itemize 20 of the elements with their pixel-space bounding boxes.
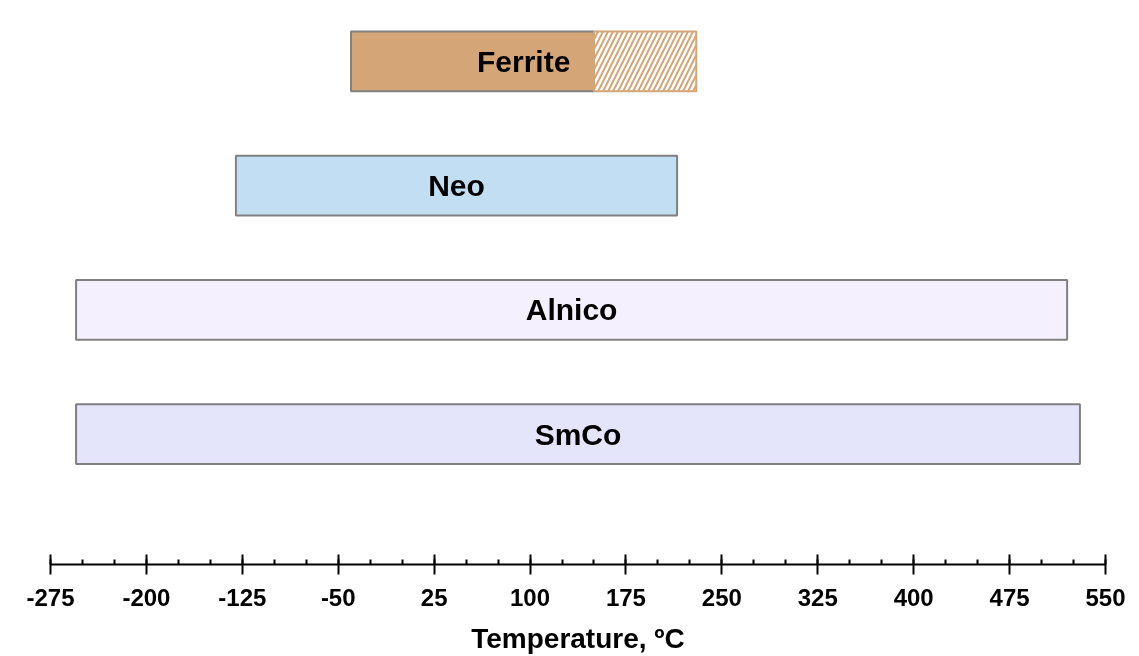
bar xyxy=(75,403,1081,465)
x-tick-label: 325 xyxy=(797,583,838,611)
y-tick-label: Ferrite xyxy=(476,44,571,78)
x-tick-label: -200 xyxy=(122,583,171,611)
x-tick-label: 250 xyxy=(701,583,742,611)
x-tick-label: -275 xyxy=(26,583,75,611)
x-tick-label: -50 xyxy=(320,583,356,611)
bar xyxy=(75,279,1069,341)
x-tick-label: 100 xyxy=(510,583,551,611)
x-axis-title: Temperature, ºC xyxy=(471,622,685,654)
x-tick-label: 475 xyxy=(989,583,1030,611)
x-tick-label: -125 xyxy=(218,583,267,611)
y-tick-label: SmCo xyxy=(534,417,622,451)
y-tick-label: Alnico xyxy=(525,293,618,327)
x-tick-label: 550 xyxy=(1085,583,1126,611)
x-tick-label: 25 xyxy=(420,583,448,611)
x-tick-label: 400 xyxy=(893,583,934,611)
x-tick-label: 175 xyxy=(605,583,646,611)
bar xyxy=(234,154,679,217)
y-tick-label: Neo xyxy=(428,169,485,203)
